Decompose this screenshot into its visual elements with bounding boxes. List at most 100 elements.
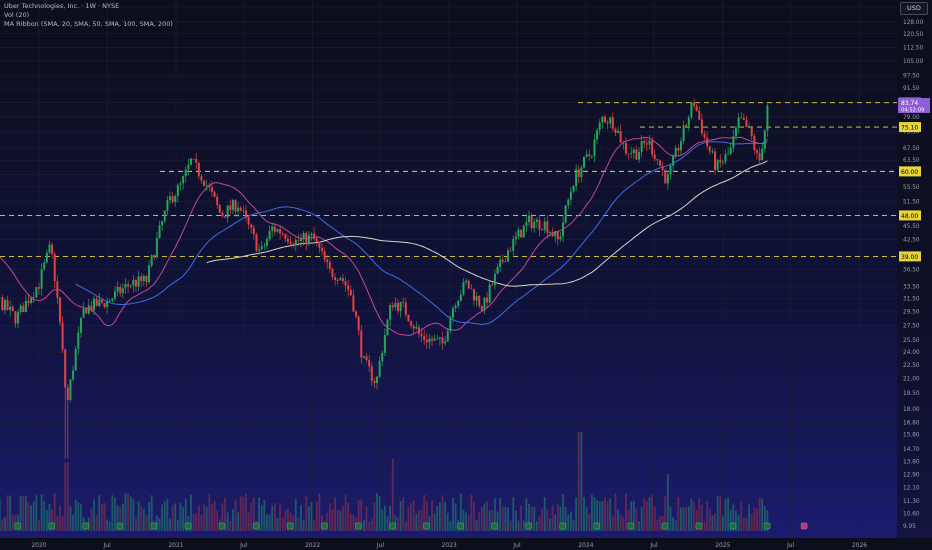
volume-bar (310, 502, 313, 531)
candle-body (415, 327, 418, 329)
volume-bar (750, 513, 753, 531)
candle-body (161, 220, 164, 226)
volume-bar (137, 501, 140, 531)
candle-body (666, 174, 669, 184)
y-tick-label: 25.50 (903, 338, 920, 344)
chart-title[interactable]: Uber Technologies, Inc. · 1W · NYSE (4, 2, 120, 10)
volume-bar (284, 510, 287, 531)
candle-body (501, 259, 504, 262)
volume-bar (347, 503, 350, 531)
candle-body (677, 147, 680, 151)
candle-body (252, 227, 255, 235)
volume-bar (22, 495, 25, 531)
candle-body (111, 298, 114, 301)
volume-bar (714, 513, 716, 531)
y-tick-label: 63.50 (903, 158, 920, 164)
earnings-icon (82, 522, 90, 530)
y-tick-label: 120.50 (903, 32, 924, 38)
volume-bar (368, 521, 371, 531)
level-tag (899, 210, 921, 221)
candle-body (24, 300, 27, 313)
volume-bar (645, 501, 648, 531)
volume-bar (622, 516, 625, 531)
x-tick-label: Jul (512, 542, 521, 549)
y-tick-label: 51.50 (903, 200, 920, 206)
volume-bar (695, 510, 698, 531)
volume-bar (494, 498, 496, 531)
candle-body (320, 247, 323, 252)
candle-body (72, 370, 75, 380)
volume-bar (245, 493, 247, 531)
volume-legend[interactable]: Vol (20) (4, 11, 30, 19)
volume-bar (685, 507, 688, 531)
candle-body (399, 301, 402, 312)
volume-bar (116, 505, 119, 531)
candle-body (281, 233, 284, 235)
volume-bar (648, 496, 651, 531)
candle-body (431, 338, 434, 341)
volume-bar (580, 432, 583, 531)
candle-body (331, 268, 334, 278)
candle-body (695, 105, 698, 111)
earnings-icon (355, 522, 362, 530)
volume-bar (585, 507, 588, 531)
volume-bar (630, 501, 633, 531)
candle-body (9, 306, 12, 310)
volume-bar (360, 499, 363, 531)
volume-bar (176, 519, 179, 531)
candle-body (11, 306, 14, 312)
volume-bar (331, 509, 334, 531)
volume-bar (598, 501, 601, 531)
volume-bar (132, 499, 135, 531)
volume-bar (174, 503, 177, 531)
volume-bar (190, 494, 192, 531)
candle-body (132, 280, 135, 286)
volume-bar (342, 506, 344, 531)
candle-body (344, 280, 347, 286)
candle-body (402, 301, 405, 303)
candle-body (300, 238, 303, 241)
candle-body (279, 229, 282, 234)
volume-bar (402, 497, 405, 531)
x-tick-label: 2023 (442, 542, 457, 549)
ma-ribbon-legend[interactable]: MA Ribbon (SMA, 20, SMA, 50, SMA, 100, S… (4, 20, 173, 28)
volume-bar (226, 512, 229, 531)
candle-body (391, 305, 394, 308)
volume-bar (551, 505, 554, 531)
candle-body (370, 366, 373, 381)
x-tick-label: Jul (376, 542, 385, 549)
candle-body (661, 165, 664, 171)
volume-bar (501, 506, 504, 531)
volume-bar (258, 497, 260, 531)
volume-bar (318, 493, 321, 531)
candle-body (554, 231, 557, 237)
volume-bar (266, 514, 268, 531)
volume-bar (45, 509, 48, 531)
x-tick-label: Jul (103, 542, 112, 549)
volume-bar (370, 518, 373, 531)
volume-bar (554, 514, 557, 531)
sma-50-line (75, 141, 768, 325)
volume-bar (77, 502, 80, 531)
currency-button[interactable]: USD (900, 2, 928, 15)
volume-bar (604, 497, 606, 531)
volume-bar (121, 503, 124, 531)
candle-body (189, 158, 192, 165)
volume-bar (313, 520, 316, 531)
candle-body (651, 140, 654, 155)
support-resistance-levels (0, 102, 897, 257)
candle-body (129, 285, 132, 287)
volume-bar (205, 506, 208, 531)
candle-body (451, 308, 454, 318)
earnings-icon (423, 522, 430, 530)
volume-bar (200, 515, 203, 531)
volume-bar (465, 512, 467, 531)
volume-bar (103, 503, 106, 531)
volume-bar (365, 506, 368, 531)
candle-body (517, 229, 520, 237)
candle-body (355, 311, 358, 317)
volume-bar (444, 501, 447, 531)
candle-body (205, 185, 208, 186)
